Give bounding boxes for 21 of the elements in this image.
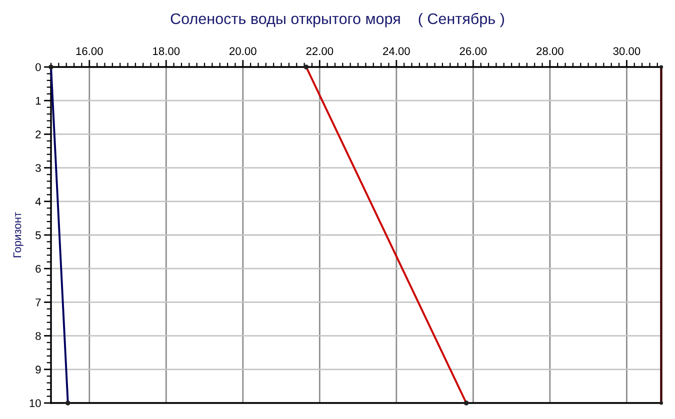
x-tick-label: 30.00: [613, 47, 640, 56]
y-tick-label: 7: [36, 298, 41, 306]
y-tick-label: 3: [36, 164, 41, 172]
x-tick-label: 16.00: [76, 47, 103, 56]
x-tick-label: 26.00: [460, 47, 487, 56]
y-tick-label: 1: [36, 96, 41, 105]
y-tick-label: 8: [36, 332, 41, 340]
x-tick-label: 28.00: [536, 47, 564, 56]
y-tick-label: 9: [36, 366, 41, 374]
y-tick-label: 2: [36, 130, 41, 138]
y-axis-title: Горизонт: [13, 212, 24, 258]
x-tick-label: 18.00: [153, 47, 180, 56]
x-tick-label: 22.00: [306, 47, 334, 56]
chart-title: Соленость воды открытого моря ( Сентябрь ): [170, 12, 504, 28]
y-tick-label: 0: [36, 63, 41, 72]
x-tick-label: 20.00: [230, 47, 256, 56]
x-tick-label: 24.00: [383, 47, 410, 56]
y-tick-label: 10: [30, 399, 41, 408]
y-tick-label: 6: [36, 264, 41, 273]
y-tick-label: 5: [36, 231, 41, 240]
y-tick-label: 4: [35, 198, 41, 206]
